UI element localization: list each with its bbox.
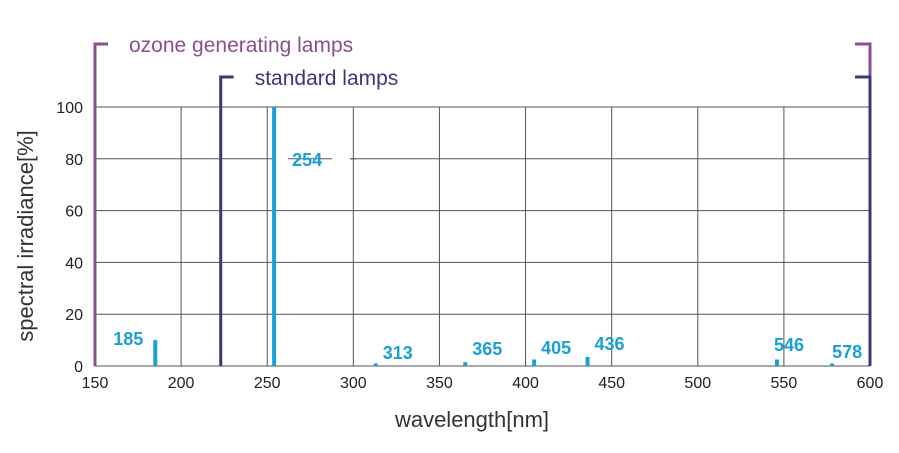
range-label: ozone generating lamps bbox=[129, 34, 353, 57]
peak-label: 578 bbox=[832, 342, 862, 362]
y-tick-label: 100 bbox=[56, 100, 83, 117]
peak-bar bbox=[463, 362, 468, 366]
peak-label: 313 bbox=[383, 343, 413, 363]
range-bracket-left bbox=[219, 75, 234, 366]
peak-label: 436 bbox=[595, 334, 625, 354]
peak-label: 365 bbox=[472, 339, 502, 359]
x-tick-label: 600 bbox=[857, 375, 884, 392]
y-tick-label: 20 bbox=[65, 307, 83, 324]
x-tick-label: 300 bbox=[340, 375, 367, 392]
y-tick-label: 80 bbox=[65, 152, 83, 169]
grid bbox=[94, 106, 871, 367]
peak-bar bbox=[775, 359, 779, 366]
peak-labels: 185 254 313 365 405 436 546 578 bbox=[113, 150, 862, 363]
peak-bar bbox=[272, 107, 277, 366]
x-tick-label: 450 bbox=[598, 375, 625, 392]
x-tick-label: 400 bbox=[512, 375, 539, 392]
peak-bar bbox=[830, 363, 835, 366]
lamp-ranges: ozone generating lamps standard lamps bbox=[93, 34, 872, 366]
peak-bar bbox=[585, 356, 590, 366]
range-bracket-right bbox=[855, 42, 872, 366]
range-label: standard lamps bbox=[255, 67, 399, 90]
x-tick-label: 200 bbox=[168, 375, 195, 392]
y-tick-label: 0 bbox=[74, 359, 83, 376]
x-tick-label: 550 bbox=[771, 375, 798, 392]
x-tick-label: 250 bbox=[254, 375, 281, 392]
y-axis-label: spectral irradiance[%] bbox=[13, 130, 38, 342]
x-tick-label: 150 bbox=[82, 375, 109, 392]
x-tick-label: 500 bbox=[684, 375, 711, 392]
y-tick-label: 40 bbox=[65, 255, 83, 272]
peak-bars bbox=[153, 107, 835, 366]
peak-bar bbox=[373, 363, 378, 366]
peak-label: 405 bbox=[541, 338, 571, 358]
range-bracket-right bbox=[855, 75, 872, 366]
y-tick-labels: 0 20 40 60 80 100 bbox=[56, 100, 83, 376]
range-bracket-left bbox=[93, 42, 108, 366]
peak-label: 185 bbox=[113, 329, 143, 349]
x-axis-label: wavelength[nm] bbox=[394, 407, 549, 432]
x-tick-label: 350 bbox=[426, 375, 453, 392]
peak-bar bbox=[153, 340, 158, 366]
peak-label: 546 bbox=[774, 335, 804, 355]
peak-bar bbox=[532, 359, 537, 366]
y-tick-label: 60 bbox=[65, 204, 83, 221]
peak-label: 254 bbox=[292, 150, 322, 170]
x-tick-labels: 150 200 250 300 350 400 450 500 550 600 bbox=[82, 375, 884, 392]
